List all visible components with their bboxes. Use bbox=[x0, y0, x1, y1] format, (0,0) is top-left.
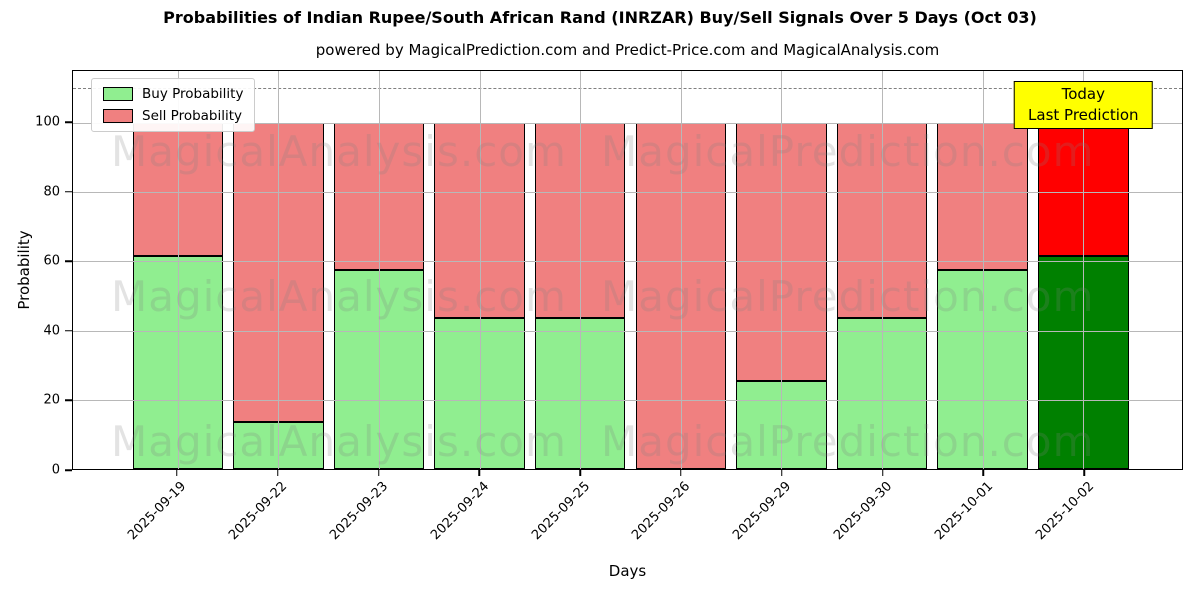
x-tick-mark bbox=[579, 470, 581, 476]
chart-subtitle: powered by MagicalPrediction.com and Pre… bbox=[315, 41, 940, 59]
watermark-text: MagicalAnalysis.com bbox=[111, 127, 567, 176]
h-gridline bbox=[73, 399, 1182, 401]
v-gridline bbox=[882, 71, 884, 469]
legend: Buy Probability Sell Probability bbox=[91, 78, 256, 132]
x-tick-label: 2025-10-01 bbox=[931, 479, 996, 544]
bar-segment-buy-2025-09-24 bbox=[434, 318, 525, 469]
watermark-text: MagicalPrediction.com bbox=[601, 417, 1095, 466]
v-gridline bbox=[680, 71, 682, 469]
legend-swatch-buy bbox=[103, 87, 133, 101]
x-tick-mark bbox=[680, 470, 682, 476]
bar-segment-sell-2025-09-25 bbox=[534, 122, 626, 319]
legend-label-buy: Buy Probability bbox=[142, 86, 244, 102]
watermark-text: MagicalPrediction.com bbox=[601, 272, 1095, 321]
y-tick-mark bbox=[65, 190, 72, 193]
legend-item-buy: Buy Probability bbox=[103, 86, 243, 102]
bar-segment-buy-2025-09-22 bbox=[233, 422, 324, 469]
h-gridline bbox=[73, 330, 1182, 332]
x-tick-label: 2025-09-22 bbox=[226, 479, 291, 544]
v-gridline bbox=[479, 71, 481, 469]
x-tick-label: 2025-09-24 bbox=[427, 479, 492, 544]
bar-segment-sell-2025-09-23 bbox=[333, 122, 425, 270]
legend-item-sell: Sell Probability bbox=[103, 108, 243, 124]
x-tick-mark bbox=[277, 470, 279, 476]
x-tick-label: 2025-09-26 bbox=[629, 479, 694, 544]
x-tick-mark bbox=[982, 470, 985, 476]
chart-title: Probabilities of Indian Rupee/South Afri… bbox=[163, 8, 1037, 27]
x-tick-mark bbox=[1083, 470, 1085, 476]
x-tick-label: 2025-10-02 bbox=[1032, 479, 1097, 544]
x-tick-mark bbox=[780, 470, 783, 476]
today-annotation-line1: Today bbox=[1061, 85, 1105, 103]
x-tick-mark bbox=[176, 470, 178, 476]
legend-label-sell: Sell Probability bbox=[142, 108, 243, 124]
legend-swatch-sell bbox=[103, 109, 133, 123]
v-gridline bbox=[982, 71, 984, 469]
bar-segment-sell-2025-09-24 bbox=[434, 122, 525, 319]
bar-segment-buy-2025-10-01 bbox=[937, 270, 1028, 469]
bar-segment-buy-2025-09-19 bbox=[132, 256, 224, 469]
watermark-text: MagicalPrediction.com bbox=[601, 127, 1095, 176]
y-tick-mark bbox=[65, 469, 72, 471]
y-tick-label: 0 bbox=[51, 462, 60, 478]
bar-segment-sell-2025-09-22 bbox=[233, 122, 324, 423]
v-gridline bbox=[278, 71, 280, 469]
y-tick-label: 80 bbox=[43, 184, 60, 200]
y-tick-label: 60 bbox=[43, 253, 60, 269]
y-tick-mark bbox=[65, 121, 72, 123]
h-gridline bbox=[73, 122, 1182, 124]
v-gridline bbox=[379, 71, 381, 469]
bar-segment-sell-2025-10-02 bbox=[1038, 122, 1129, 257]
today-annotation: Today Last Prediction bbox=[1014, 81, 1153, 129]
y-axis-ticks: 0 20 40 60 80 100 bbox=[0, 70, 72, 478]
v-gridline bbox=[781, 71, 783, 469]
v-gridline bbox=[177, 71, 179, 469]
watermark-text: MagicalAnalysis.com bbox=[111, 417, 567, 466]
today-annotation-line2: Last Prediction bbox=[1028, 106, 1139, 124]
y-tick-mark bbox=[65, 399, 72, 402]
x-tick-label: 2025-09-23 bbox=[327, 479, 392, 544]
bar-segment-buy-2025-09-25 bbox=[534, 318, 626, 469]
y-tick-mark bbox=[65, 330, 72, 332]
v-gridline bbox=[1083, 71, 1085, 469]
x-axis-ticks: 2025-09-19 2025-09-22 2025-09-23 2025-09-24… bbox=[72, 470, 1183, 590]
bar-segment-buy-2025-09-23 bbox=[333, 270, 425, 469]
y-tick-label: 40 bbox=[43, 323, 60, 339]
x-tick-mark bbox=[377, 470, 380, 476]
v-gridline bbox=[580, 71, 582, 469]
x-tick-label: 2025-09-19 bbox=[125, 479, 190, 544]
y-tick-label: 100 bbox=[35, 114, 60, 130]
y-tick-label: 20 bbox=[43, 392, 60, 408]
x-tick-label: 2025-09-25 bbox=[528, 479, 593, 544]
watermark-text: MagicalAnalysis.com bbox=[111, 272, 567, 321]
x-tick-label: 2025-09-30 bbox=[831, 479, 896, 544]
bar-segment-buy-2025-10-02 bbox=[1038, 256, 1129, 469]
plot-area: Buy Probability Sell Probability Today L… bbox=[72, 70, 1183, 470]
bar-segment-sell-2025-10-01 bbox=[937, 122, 1028, 270]
x-tick-mark bbox=[881, 470, 884, 476]
h-gridline bbox=[73, 192, 1182, 194]
y-tick-mark bbox=[65, 260, 72, 263]
x-axis-label: Days bbox=[608, 562, 647, 580]
threshold-dashed-line bbox=[73, 88, 1182, 90]
x-tick-label: 2025-09-29 bbox=[730, 479, 795, 544]
h-gridline bbox=[73, 261, 1182, 263]
x-tick-mark bbox=[478, 470, 481, 476]
